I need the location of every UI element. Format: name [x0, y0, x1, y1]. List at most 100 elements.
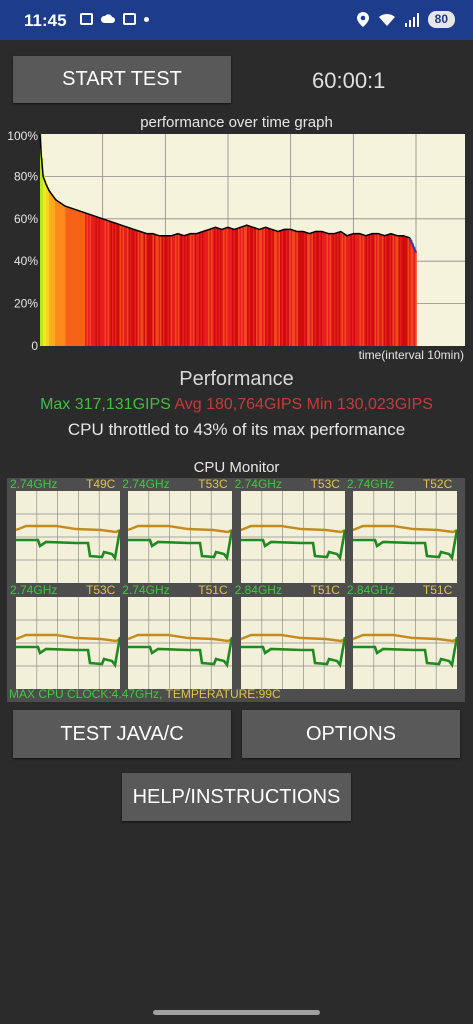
graph-bars: [40, 134, 417, 346]
graph-bar: [146, 233, 149, 346]
graph-bar: [245, 225, 248, 346]
graph-bar: [262, 228, 264, 346]
graph-bar: [322, 231, 324, 346]
graph-bar: [194, 233, 197, 346]
graph-bar: [158, 235, 161, 346]
graph-bar: [349, 235, 351, 346]
graph-bar: [175, 234, 177, 346]
graph-bar: [320, 231, 323, 346]
graph-bar: [125, 226, 128, 346]
start-test-button[interactable]: START TEST: [13, 56, 231, 103]
graph-bar: [247, 225, 249, 346]
test-java-c-button[interactable]: TEST JAVA/C: [13, 710, 231, 758]
graph-bar: [406, 236, 408, 346]
graph-bar: [119, 224, 122, 346]
core-temperature: T51C: [198, 583, 228, 597]
core-graph: [240, 597, 345, 689]
graph-bar: [238, 228, 240, 346]
cpu-monitor-title: CPU Monitor: [193, 459, 280, 476]
graph-bar: [287, 229, 290, 346]
graph-bar: [325, 232, 327, 346]
graph-bar: [239, 227, 242, 346]
core-graph: [128, 597, 233, 689]
graph-bar: [227, 227, 230, 346]
graph-bar: [103, 218, 105, 346]
graph-bar: [359, 233, 362, 346]
cpu-monitor-panel: 2.74GHz T49C 2.74GHz T53C 2.74GHz T53C 2.74GHz…: [7, 477, 465, 702]
graph-bar: [94, 215, 96, 346]
graph-bar: [188, 234, 191, 346]
graph-bar: [410, 239, 413, 346]
graph-bar: [374, 233, 377, 346]
graph-bar: [173, 235, 176, 346]
performance-heading: Performance: [179, 368, 294, 390]
graph-bar: [328, 233, 330, 346]
graph-bar: [122, 225, 125, 346]
graph-bar: [296, 231, 299, 346]
graph-bar: [355, 233, 357, 346]
graph-bar: [113, 222, 116, 346]
graph-bar: [170, 235, 173, 346]
graph-bar: [370, 234, 372, 346]
graph-bar: [191, 233, 194, 346]
graph-bar: [295, 230, 297, 346]
graph-bar: [281, 230, 284, 346]
graph-bar: [115, 222, 117, 346]
graph-bar: [332, 233, 335, 346]
graph-bar: [112, 221, 114, 346]
graph-bar: [340, 231, 342, 346]
core-graph: [352, 597, 457, 689]
graph-bar: [215, 227, 218, 346]
graph-bar: [335, 233, 338, 346]
graph-bar: [220, 228, 222, 346]
signal-icon: [404, 12, 419, 27]
graph-bar: [221, 229, 224, 346]
y-tick-label: 100%: [7, 129, 38, 143]
graph-x-label: time(interval 10min): [358, 348, 464, 362]
cpu-footer: MAX CPU CLOCK:4.47GHz, TEMPERATURE:99C: [9, 687, 281, 701]
graph-bar: [68, 207, 71, 346]
graph-bar: [85, 212, 87, 346]
graph-bar: [172, 235, 174, 346]
graph-bar: [292, 229, 294, 346]
graph-bar: [52, 194, 54, 346]
graph-bar: [230, 228, 233, 346]
help-instructions-button[interactable]: HELP/INSTRUCTIONS: [122, 773, 351, 821]
graph-bar: [316, 231, 318, 346]
graph-bar: [347, 235, 350, 346]
calendar-icon: [80, 13, 93, 25]
graph-bar: [386, 235, 389, 346]
graph-bar: [59, 202, 62, 346]
options-button[interactable]: OPTIONS: [242, 710, 460, 758]
navigation-handle[interactable]: [153, 1010, 320, 1015]
avg-value: Avg 180,764GIPS: [174, 396, 303, 413]
graph-bar: [209, 229, 212, 346]
graph-bar: [196, 233, 198, 346]
graph-bar: [200, 232, 203, 346]
graph-bar: [317, 231, 320, 346]
graph-bar: [155, 234, 158, 346]
graph-bar: [43, 174, 45, 346]
core-temperature: T51C: [422, 583, 453, 597]
graph-bar: [83, 212, 86, 346]
graph-bar: [319, 231, 321, 346]
graph-bar: [413, 246, 416, 346]
graph-bar: [323, 232, 326, 346]
max-cpu-clock: MAX CPU CLOCK:4.47GHz,: [9, 687, 163, 701]
graph-bar: [232, 228, 234, 346]
timer: 60:00:1: [312, 68, 386, 93]
graph-bar: [308, 233, 311, 346]
graph-bar: [259, 229, 261, 346]
graph-bar: [145, 233, 147, 346]
graph-bar: [253, 227, 255, 346]
graph-bar: [167, 235, 170, 346]
graph-bar: [283, 229, 285, 346]
core-frequency: 2.84GHz: [234, 583, 282, 597]
graph-bar: [163, 235, 165, 346]
max-value: Max 317,131GIPS: [40, 396, 171, 413]
graph-bar: [233, 229, 236, 346]
graph-bar: [394, 234, 396, 346]
graph-bar: [47, 187, 50, 346]
graph-bar: [289, 229, 291, 346]
graph-bar: [53, 196, 56, 346]
